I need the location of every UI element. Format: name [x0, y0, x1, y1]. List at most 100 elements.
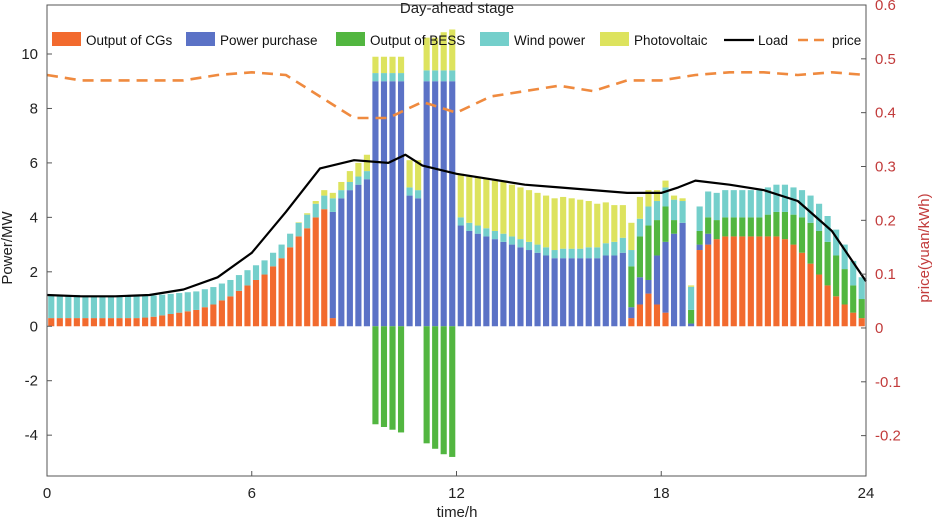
bar-wind [679, 201, 686, 223]
bar-purchase [372, 81, 379, 327]
bar-wind [491, 230, 498, 240]
bar-purchase [543, 255, 550, 327]
y2-tick-label: 0.2 [875, 212, 896, 229]
bar-wind [415, 190, 422, 199]
bar-cgs [252, 279, 260, 327]
bar-cgs [295, 236, 302, 327]
bar-purchase [449, 81, 456, 327]
bar-wind [312, 203, 319, 218]
bar-wind [389, 73, 396, 82]
bar-bess [850, 285, 857, 313]
bar-wind [321, 195, 328, 210]
bar-wind [210, 287, 217, 305]
bar-purchase [380, 81, 388, 327]
bar-purchase [423, 81, 430, 327]
bar-pv [653, 190, 661, 202]
bar-cgs [82, 318, 89, 327]
bar-purchase [688, 323, 695, 327]
bar-wind [551, 250, 558, 259]
bar-bess [833, 255, 840, 297]
bar-wind [841, 244, 848, 270]
x-tick-label: 24 [858, 485, 875, 502]
bar-bess [764, 214, 771, 237]
legend-swatch-purchase [186, 32, 215, 46]
bar-bess [858, 299, 865, 319]
bar-wind [73, 294, 80, 319]
bar-purchase [662, 241, 669, 313]
bar-wind [142, 295, 149, 318]
bar-wind [90, 296, 97, 319]
bar-bess [670, 220, 678, 234]
bar-cgs [235, 290, 243, 327]
bar-pv [517, 187, 524, 240]
y2-tick-label: 0 [875, 320, 883, 337]
legend-label-load: Load [758, 33, 788, 48]
bar-cgs [48, 318, 55, 327]
bar-purchase [636, 277, 643, 305]
bar-cgs [747, 236, 754, 327]
legend-swatch-pv [600, 32, 629, 46]
bar-wind [824, 216, 831, 242]
bar-purchase [568, 258, 575, 327]
bar-purchase [525, 250, 533, 327]
bar-purchase [338, 198, 345, 327]
bar-wind [56, 294, 63, 319]
bar-wind [534, 244, 541, 253]
bar-purchase [397, 81, 405, 327]
y-tick-label: 6 [30, 155, 38, 172]
bar-cgs [790, 244, 797, 327]
bar-wind [816, 203, 823, 231]
bar-wind [705, 191, 712, 218]
bar-wind [525, 241, 533, 251]
bar-cgs [722, 236, 729, 327]
bar-pv [679, 198, 686, 202]
bar-cgs [713, 239, 720, 327]
chart-title: Day-ahead stage [400, 0, 514, 17]
bar-purchase [500, 241, 507, 327]
bar-wind [48, 294, 55, 319]
bar-cgs [150, 316, 157, 327]
bar-purchase [415, 198, 422, 327]
bar-purchase [619, 252, 626, 327]
bar-bess [696, 230, 703, 245]
bar-wind [184, 292, 191, 312]
bar-wind [440, 70, 447, 82]
bar-wind [602, 243, 609, 256]
bar-wind [722, 190, 729, 218]
bar-cgs [261, 274, 268, 327]
bar-cgs [824, 285, 831, 327]
bar-pv [619, 205, 626, 238]
bar-pv [346, 171, 353, 182]
y2-tick-label: 0.3 [875, 158, 896, 175]
bar-wind [636, 218, 643, 237]
legend-layer: Output of CGs Power purchase Output of BES… [52, 32, 861, 48]
bar-wind [483, 228, 490, 237]
bar-purchase [645, 279, 652, 294]
bar-cgs [65, 318, 72, 327]
y-tick-label: -2 [25, 373, 38, 390]
legend-label-purchase: Power purchase [220, 33, 318, 48]
bar-cgs [781, 239, 789, 327]
bar-wind [611, 241, 618, 256]
y2-tick-label: 0.4 [875, 105, 896, 122]
bar-cgs [244, 285, 251, 327]
bar-purchase [432, 81, 439, 327]
bar-bess [653, 220, 661, 256]
bar-wind [560, 248, 567, 259]
bar-wind [466, 222, 473, 231]
x-tick-label: 18 [653, 485, 670, 502]
bar-purchase [611, 255, 618, 327]
bar-pv [500, 181, 507, 234]
bar-bess [397, 326, 405, 433]
bar-pv [585, 201, 592, 248]
bar-wind [756, 190, 763, 218]
y-tick-label: 8 [30, 100, 38, 117]
bar-cgs [858, 318, 865, 327]
x-tick-label: 6 [248, 485, 256, 502]
bar-purchase [679, 222, 686, 327]
bar-bess [824, 241, 831, 286]
bar-wind [850, 260, 857, 286]
legend-label-pv: Photovoltaic [634, 33, 708, 48]
bar-pv [543, 195, 550, 248]
